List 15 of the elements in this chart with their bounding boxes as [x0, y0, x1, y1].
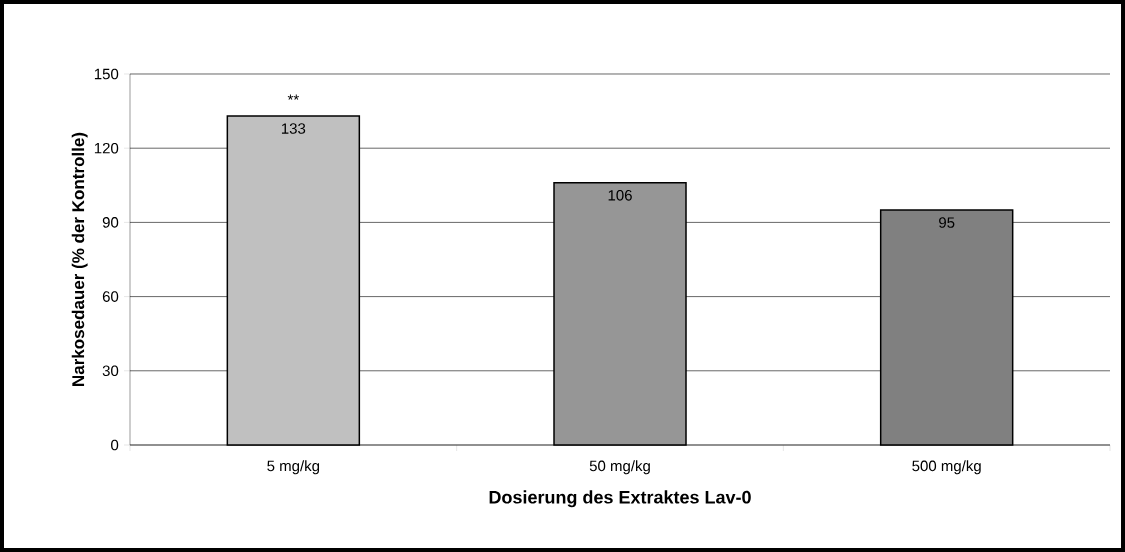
- y-tick-label: 120: [94, 142, 119, 154]
- x-tick-label: 5 mg/kg: [267, 460, 320, 475]
- x-axis-title: Dosierung des Extraktes Lav-0: [489, 490, 751, 508]
- y-tick-label: 0: [111, 439, 119, 451]
- y-tick-label: 30: [102, 365, 119, 377]
- y-axis-title: Narkosedauer (% der Kontrolle): [71, 132, 88, 386]
- data-label: 106: [608, 190, 632, 201]
- x-tick-label: 50 mg/kg: [589, 460, 650, 475]
- annotation: **: [287, 94, 299, 100]
- y-tick-label: 150: [94, 68, 119, 80]
- data-label: 133: [281, 123, 306, 134]
- y-tick-label: 60: [102, 291, 119, 302]
- y-tick-label: 90: [102, 217, 119, 228]
- data-label: 95: [939, 217, 955, 228]
- x-tick-label: 500 mg/kg: [912, 460, 981, 475]
